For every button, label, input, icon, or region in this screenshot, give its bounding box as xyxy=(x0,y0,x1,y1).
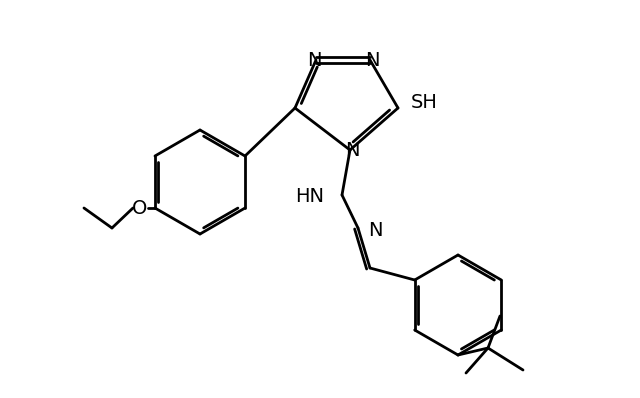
Text: O: O xyxy=(132,199,148,217)
Text: N: N xyxy=(365,51,380,70)
Text: N: N xyxy=(307,51,321,70)
Text: N: N xyxy=(345,142,359,160)
Text: N: N xyxy=(368,220,383,240)
Text: SH: SH xyxy=(411,92,437,111)
Text: HN: HN xyxy=(295,187,324,207)
